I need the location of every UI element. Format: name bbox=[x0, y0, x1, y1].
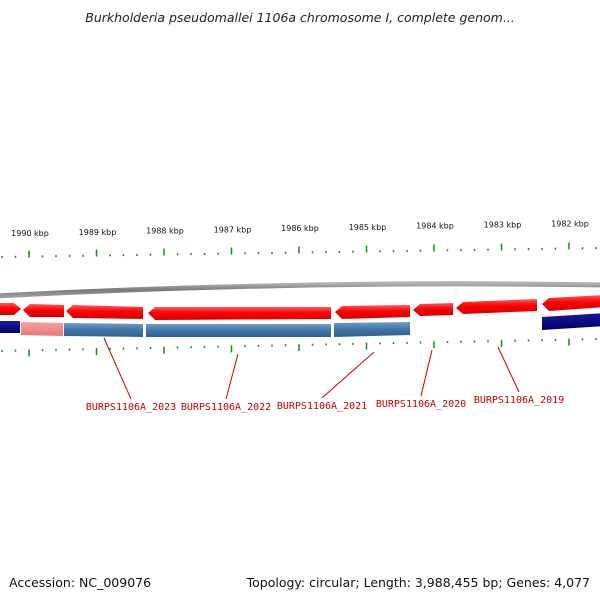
scale-label: 1986 kbp bbox=[281, 224, 319, 233]
gene-arrow[interactable] bbox=[456, 299, 537, 314]
cds-bar[interactable] bbox=[146, 324, 331, 337]
gene-arrow[interactable] bbox=[148, 307, 331, 320]
gene-leader-line bbox=[420, 349, 433, 397]
gene-label[interactable]: BURPS1106A_2020 bbox=[376, 399, 466, 410]
scale-label: 1985 kbp bbox=[349, 223, 387, 232]
navy-feature[interactable] bbox=[0, 321, 20, 333]
gene-arrow[interactable] bbox=[66, 305, 143, 319]
gene-arrow[interactable] bbox=[413, 303, 453, 316]
scale-label: 1988 kbp bbox=[146, 227, 184, 236]
topology-text: Topology: circular; Length: 3,988,455 bp… bbox=[246, 575, 590, 590]
gene-label[interactable]: BURPS1106A_2019 bbox=[474, 395, 564, 406]
scale-ticks-bottom bbox=[1, 338, 597, 357]
gene-arrow[interactable] bbox=[335, 305, 410, 319]
scale-ticks-top bbox=[1, 242, 597, 258]
forward-strand-track bbox=[0, 295, 600, 320]
gene-leader-line bbox=[225, 353, 239, 400]
scale-label: 1984 kbp bbox=[416, 222, 454, 231]
gene-leader-line bbox=[103, 337, 132, 400]
map-title: Burkholderia pseudomallei 1106a chromoso… bbox=[85, 10, 515, 25]
cds-bar[interactable] bbox=[334, 322, 410, 337]
gene-arrow[interactable] bbox=[542, 295, 600, 311]
pale-feature[interactable] bbox=[21, 322, 63, 336]
reverse-strand-track bbox=[0, 313, 600, 337]
navy-feature[interactable] bbox=[542, 313, 600, 330]
gene-label[interactable]: BURPS1106A_2022 bbox=[181, 402, 271, 413]
backbone-arc bbox=[0, 281, 600, 299]
gene-arrow[interactable] bbox=[0, 303, 21, 315]
gene-label[interactable]: BURPS1106A_2021 bbox=[277, 401, 367, 412]
gene-leader-line bbox=[321, 351, 375, 399]
gene-leader-line bbox=[497, 346, 520, 393]
scale-label: 1989 kbp bbox=[79, 228, 117, 237]
scale-label: 1987 kbp bbox=[214, 225, 252, 234]
scale-label: 1982 kbp bbox=[551, 219, 589, 228]
scale-label: 1990 kbp bbox=[11, 229, 49, 238]
scale-label: 1983 kbp bbox=[484, 220, 522, 229]
gene-label[interactable]: BURPS1106A_2023 bbox=[86, 402, 176, 413]
cds-bar[interactable] bbox=[64, 323, 143, 337]
gene-arrow[interactable] bbox=[23, 304, 64, 317]
gene-labels: BURPS1106A_2023 BURPS1106A_2022 BURPS1106A… bbox=[86, 337, 564, 413]
accession-text: Accession: NC_009076 bbox=[9, 575, 152, 590]
scale-labels: 1990 kbp 1989 kbp 1988 kbp 1987 kbp 1986 kbp… bbox=[11, 219, 589, 238]
